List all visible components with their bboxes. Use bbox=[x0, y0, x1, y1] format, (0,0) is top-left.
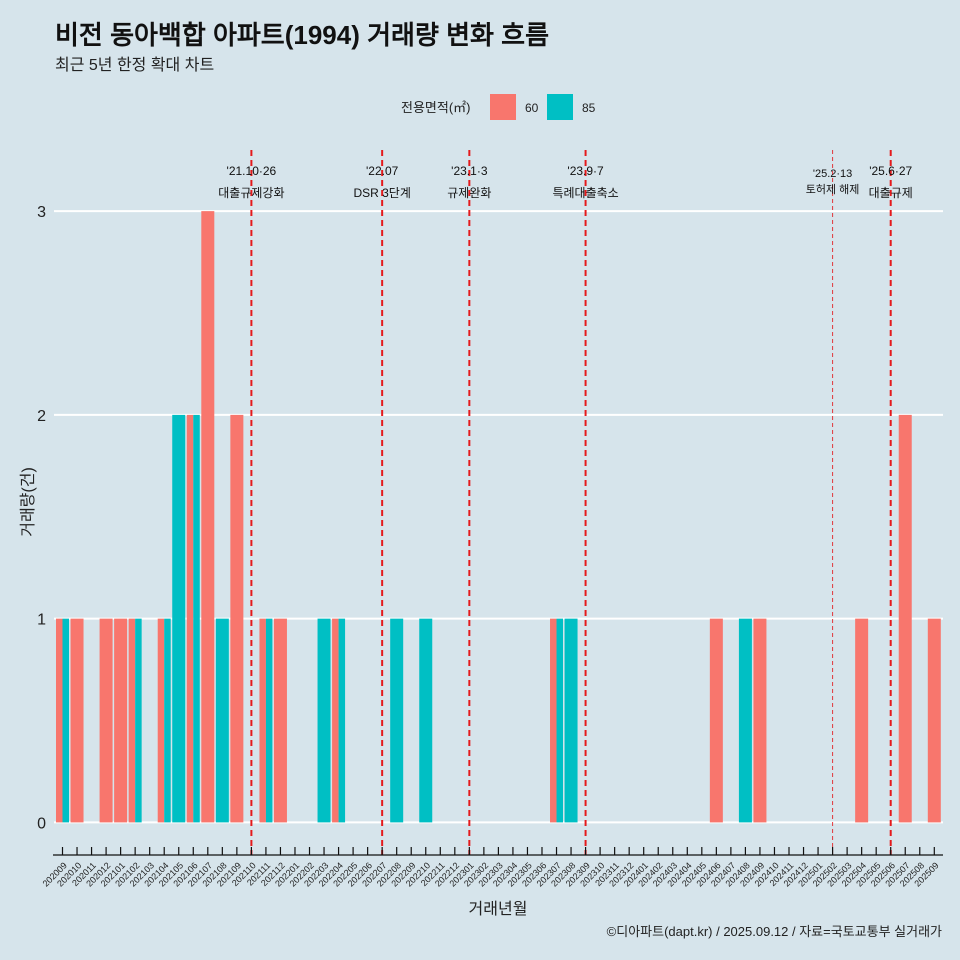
bar-60 bbox=[332, 618, 339, 823]
bar-85 bbox=[164, 618, 171, 823]
y-tick-label: 0 bbox=[37, 815, 46, 832]
annotation-date: '23.1·3 bbox=[451, 164, 488, 178]
bar-85 bbox=[172, 414, 186, 823]
legend-label-60: 60 bbox=[525, 101, 539, 115]
bar-60 bbox=[753, 618, 767, 823]
caption: ©디아파트(dapt.kr) / 2025.09.12 / 자료=국토교통부 실… bbox=[607, 924, 942, 939]
bar-85 bbox=[135, 618, 142, 823]
bar-60 bbox=[709, 618, 723, 823]
bar-85 bbox=[62, 618, 69, 823]
y-tick-label: 2 bbox=[37, 408, 46, 425]
annotation-label: 대출규제 bbox=[869, 186, 913, 200]
bar-60 bbox=[898, 414, 912, 823]
bar-60 bbox=[114, 618, 128, 823]
bar-85 bbox=[556, 618, 564, 823]
bar-60 bbox=[128, 618, 136, 823]
x-axis-title: 거래년월 bbox=[469, 900, 528, 918]
bar-85 bbox=[419, 618, 433, 823]
annotation-label: 대출규제강화 bbox=[218, 186, 284, 200]
bar-60 bbox=[157, 618, 165, 823]
bar-85 bbox=[738, 618, 752, 823]
bar-60 bbox=[550, 618, 557, 823]
y-tick-label: 1 bbox=[37, 612, 46, 629]
annotation-date: '23.9·7 bbox=[567, 164, 604, 178]
x-axis: 2020092020102020112020122021012021022021… bbox=[41, 847, 943, 889]
bar-60 bbox=[855, 618, 869, 823]
y-axis-ticks: 0 1 2 3 bbox=[37, 204, 46, 832]
bar-60 bbox=[927, 618, 941, 823]
legend-key-60 bbox=[490, 94, 516, 120]
y-tick-label: 3 bbox=[37, 204, 46, 221]
bar-60 bbox=[273, 618, 287, 823]
annotations: '21.10·26 대출규제강화 '22.07 DSR 3단계 '23.1·3 규제완화 '… bbox=[218, 150, 913, 855]
annotation-label: 토허제 해제 bbox=[806, 182, 860, 196]
bar-85 bbox=[338, 618, 346, 823]
legend-label-85: 85 bbox=[582, 101, 596, 115]
bar-60 bbox=[186, 414, 194, 823]
bar-85 bbox=[564, 618, 578, 823]
annotation-date: '22.07 bbox=[366, 164, 399, 178]
chart-title: 비전 동아백합 아파트(1994) 거래량 변화 흐름 bbox=[55, 20, 549, 50]
bar-60 bbox=[201, 211, 215, 823]
bar-85 bbox=[193, 414, 200, 823]
bar-85 bbox=[390, 618, 404, 823]
bar-85 bbox=[215, 618, 229, 823]
bar-85 bbox=[317, 618, 331, 823]
bars bbox=[56, 211, 941, 823]
legend: 전용면적(㎡) 60 85 bbox=[401, 94, 596, 120]
bar-60 bbox=[230, 414, 244, 823]
annotation-label: 규제완화 bbox=[447, 186, 491, 200]
y-axis-title: 거래량(건) bbox=[19, 467, 37, 537]
annotation-date: '25.6·27 bbox=[869, 164, 912, 178]
bar-60 bbox=[99, 618, 113, 823]
annotation-date: '25.2·13 bbox=[813, 168, 852, 180]
legend-key-85 bbox=[547, 94, 573, 120]
bar-60 bbox=[70, 618, 84, 823]
bar-85 bbox=[265, 618, 273, 823]
chart-subtitle: 최근 5년 한정 확대 차트 bbox=[55, 56, 214, 74]
annotation-label: DSR 3단계 bbox=[353, 186, 410, 200]
annotation-date: '21.10·26 bbox=[227, 164, 277, 178]
bar-60 bbox=[259, 618, 266, 823]
legend-title: 전용면적(㎡) bbox=[401, 100, 471, 115]
bar-60 bbox=[56, 618, 63, 823]
annotation-label: 특례대출축소 bbox=[552, 186, 618, 200]
